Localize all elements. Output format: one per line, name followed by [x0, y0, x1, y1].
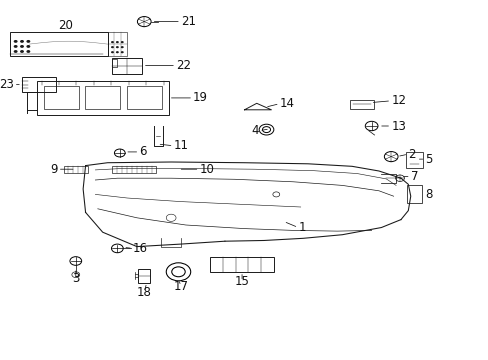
Text: 6: 6 — [139, 145, 146, 158]
Circle shape — [14, 40, 18, 43]
Circle shape — [111, 46, 114, 48]
Bar — [126, 86, 162, 109]
Bar — [138, 269, 150, 283]
Bar — [107, 32, 127, 56]
Text: 2: 2 — [407, 148, 415, 161]
Circle shape — [111, 51, 114, 53]
Bar — [349, 100, 373, 109]
Text: 7: 7 — [410, 170, 417, 183]
Text: 21: 21 — [181, 15, 196, 28]
Bar — [210, 257, 273, 272]
Circle shape — [20, 50, 24, 53]
Circle shape — [20, 40, 24, 43]
Circle shape — [121, 51, 123, 53]
Text: 13: 13 — [390, 120, 405, 132]
Text: 9: 9 — [50, 163, 58, 176]
Circle shape — [116, 51, 119, 53]
Bar — [405, 152, 422, 168]
Circle shape — [26, 45, 30, 48]
Circle shape — [14, 50, 18, 53]
Text: 14: 14 — [279, 97, 294, 110]
Bar — [406, 185, 421, 203]
Circle shape — [26, 40, 30, 43]
Bar — [85, 86, 120, 109]
Text: 16: 16 — [133, 242, 148, 255]
Text: 1: 1 — [298, 221, 305, 234]
Circle shape — [116, 41, 119, 43]
Text: 11: 11 — [173, 139, 188, 152]
Circle shape — [14, 45, 18, 48]
Text: 3: 3 — [72, 273, 80, 285]
Bar — [10, 32, 107, 56]
Text: 22: 22 — [176, 59, 191, 72]
Text: 12: 12 — [390, 94, 406, 107]
Circle shape — [111, 41, 114, 43]
Text: 5: 5 — [425, 153, 432, 166]
Text: 10: 10 — [199, 163, 214, 176]
Circle shape — [121, 41, 123, 43]
Circle shape — [20, 45, 24, 48]
Text: 4: 4 — [251, 124, 259, 137]
Text: 18: 18 — [137, 286, 151, 299]
Bar — [112, 58, 142, 74]
Text: 20: 20 — [59, 19, 73, 32]
Text: 17: 17 — [173, 280, 188, 293]
Text: 8: 8 — [425, 188, 432, 201]
Bar — [44, 86, 79, 109]
Circle shape — [26, 50, 30, 53]
Text: 23: 23 — [0, 78, 14, 91]
Circle shape — [116, 46, 119, 48]
Circle shape — [121, 46, 123, 48]
Bar — [22, 77, 56, 92]
Text: 15: 15 — [234, 275, 249, 288]
Text: 19: 19 — [193, 91, 208, 104]
Bar — [63, 166, 88, 173]
Bar — [112, 166, 156, 173]
Bar — [37, 81, 168, 115]
